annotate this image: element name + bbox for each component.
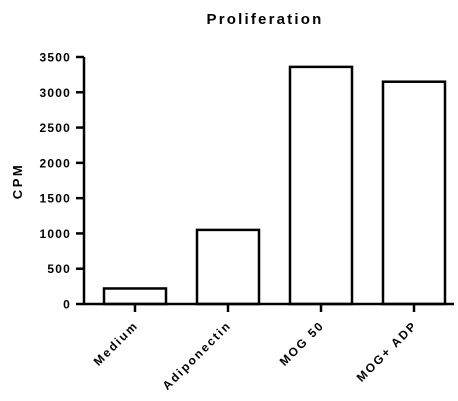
x-category-label: Adiponectin (160, 318, 234, 392)
bar (102, 287, 168, 306)
x-category-label: MOG 50 (277, 318, 327, 368)
y-tick-label: 3000 (40, 86, 72, 100)
y-axis-ticks: 0 500 1000 1500 2000 2500 3000 3500 (40, 51, 84, 312)
bar (381, 80, 447, 306)
x-axis-categories: Medium Adiponectin MOG 50 MOG+ ADP (91, 318, 420, 392)
y-tick-label: 2000 (40, 156, 72, 170)
y-tick-label: 3500 (40, 51, 72, 65)
y-axis-label: CPM (10, 163, 25, 199)
x-category-label: MOG+ ADP (354, 318, 420, 384)
x-category-label: Medium (91, 318, 141, 368)
chart-title: Proliferation (207, 11, 324, 28)
bar (195, 228, 261, 306)
y-tick-label: 1500 (40, 192, 72, 206)
y-tick-label: 2500 (40, 121, 72, 135)
y-tick-label: 0 (63, 298, 71, 312)
y-tick-label: 500 (47, 262, 71, 276)
bars (102, 65, 447, 306)
bar (288, 65, 354, 306)
axes (82, 57, 454, 312)
y-tick-label: 1000 (40, 227, 72, 241)
